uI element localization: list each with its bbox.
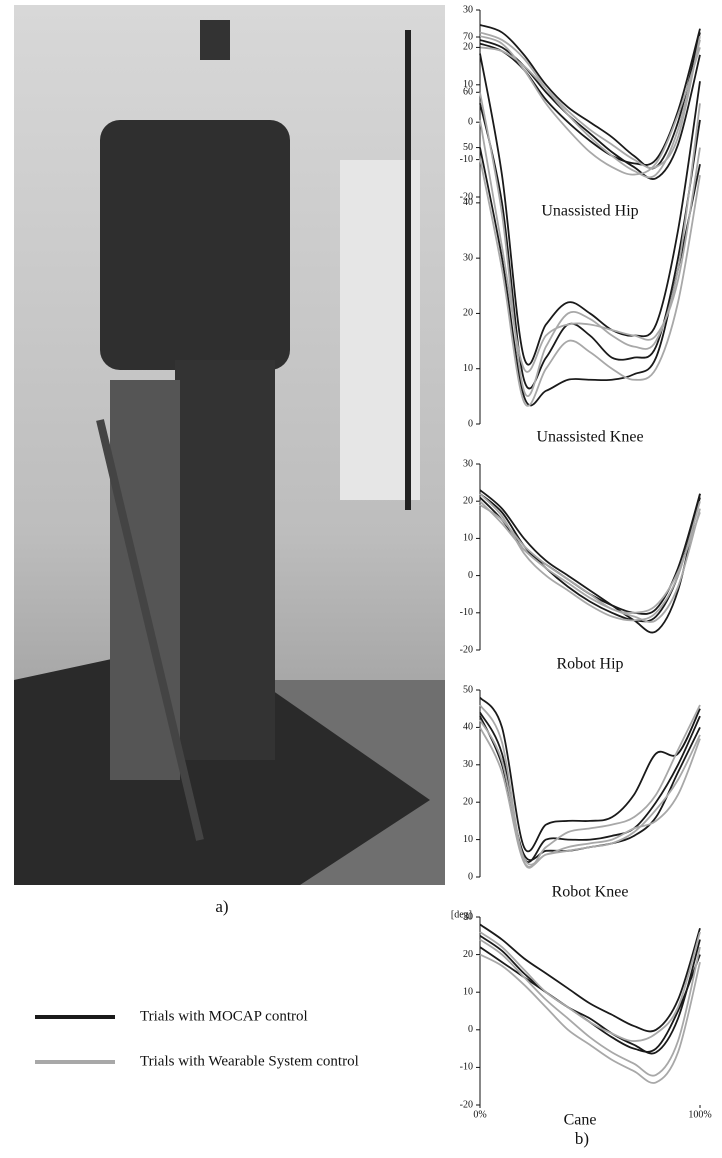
y-tick-label: -20 xyxy=(460,191,473,202)
series-line xyxy=(479,489,701,634)
series-line xyxy=(479,28,701,166)
y-tick-label: 30 xyxy=(463,458,473,469)
y-tick-label: 50 xyxy=(463,142,473,153)
x-tick-label: 100% xyxy=(688,1109,711,1120)
series-line xyxy=(479,24,701,170)
series-line xyxy=(479,931,701,1042)
y-tick-label: -10 xyxy=(460,1062,473,1073)
y-tick-label: -10 xyxy=(460,607,473,618)
series-line xyxy=(479,158,701,407)
series-line xyxy=(479,119,701,373)
chart-title: Cane xyxy=(564,1112,597,1129)
legend-label: Trials with Wearable System control xyxy=(140,1053,359,1069)
series-line xyxy=(479,704,701,869)
y-tick-label: 30 xyxy=(463,4,473,15)
panel-label: a) xyxy=(215,897,228,916)
y-tick-label: 0 xyxy=(468,418,473,429)
y-tick-label: 20 xyxy=(463,796,473,807)
legend: Trials with MOCAP control Trials with Wea… xyxy=(35,1008,359,1069)
y-tick-label: 20 xyxy=(463,495,473,506)
y-tick-label: 30 xyxy=(463,252,473,263)
y-tick-label: -10 xyxy=(460,154,473,165)
series-line xyxy=(479,923,701,1033)
panel-label: b) xyxy=(575,1129,589,1148)
chart-title: Robot Hip xyxy=(556,656,623,673)
y-tick-label: 40 xyxy=(463,197,473,208)
series-line xyxy=(479,719,701,866)
y-tick-label: 0 xyxy=(468,116,473,127)
series-line xyxy=(479,504,701,614)
series-line xyxy=(479,103,701,390)
series-line xyxy=(479,726,701,868)
y-tick-label: 10 xyxy=(463,533,473,544)
series-line xyxy=(479,35,701,169)
series-line xyxy=(479,500,701,623)
y-axis-label: [deg] xyxy=(451,909,472,920)
y-tick-label: 30 xyxy=(463,911,473,922)
series-line xyxy=(479,493,701,615)
chart-title: Robot Knee xyxy=(552,884,629,901)
y-tick-label: 20 xyxy=(463,308,473,319)
y-tick-label: -20 xyxy=(460,1099,473,1110)
series-line xyxy=(479,493,701,623)
y-tick-label: 10 xyxy=(463,79,473,90)
y-tick-label: 40 xyxy=(463,722,473,733)
chart-title: Unassisted Knee xyxy=(536,429,643,446)
series-line xyxy=(479,938,701,1077)
y-tick-label: 50 xyxy=(463,684,473,695)
x-tick-label: 0% xyxy=(473,1109,486,1120)
y-tick-label: 30 xyxy=(463,759,473,770)
y-tick-label: 10 xyxy=(463,834,473,845)
y-tick-label: -20 xyxy=(460,644,473,655)
legend-label: Trials with MOCAP control xyxy=(140,1008,308,1024)
y-tick-label: 0 xyxy=(468,871,473,882)
y-tick-label: 10 xyxy=(463,363,473,374)
charts: -20 -10 0 10 20 30 Unassisted Hip 0 10 20 30 40 50 60… xyxy=(451,4,712,1128)
series-line xyxy=(479,53,701,366)
photo xyxy=(14,5,445,885)
y-tick-label: 10 xyxy=(463,986,473,997)
series-line xyxy=(479,953,701,1084)
series-line xyxy=(479,696,701,852)
chart-title: Unassisted Hip xyxy=(541,203,638,220)
y-tick-label: 70 xyxy=(463,31,473,42)
y-tick-label: 20 xyxy=(463,42,473,53)
series-line xyxy=(479,935,701,1055)
y-tick-label: 0 xyxy=(468,570,473,581)
y-tick-label: 0 xyxy=(468,1024,473,1035)
y-tick-label: 20 xyxy=(463,949,473,960)
y-tick-label: 60 xyxy=(463,87,473,98)
